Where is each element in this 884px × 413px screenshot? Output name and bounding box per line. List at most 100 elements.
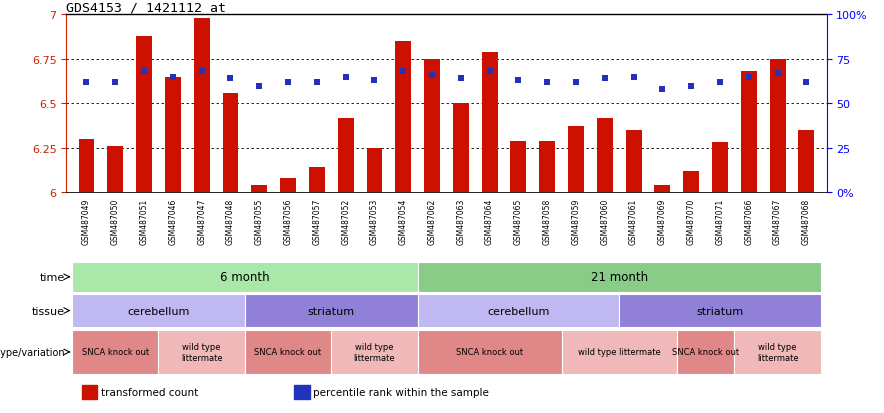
- Text: GSM487058: GSM487058: [543, 198, 552, 244]
- Bar: [194, 19, 210, 193]
- Text: GSM487055: GSM487055: [255, 198, 263, 244]
- Point: [540, 79, 554, 86]
- Point: [339, 74, 353, 81]
- Text: GSM487064: GSM487064: [485, 198, 494, 244]
- Bar: [294, 385, 309, 399]
- Text: GSM487066: GSM487066: [744, 198, 753, 244]
- Text: SNCA knock out: SNCA knock out: [672, 348, 739, 356]
- Text: wild type
littermate: wild type littermate: [757, 342, 798, 362]
- Bar: [482, 52, 498, 193]
- Text: GSM487048: GSM487048: [226, 198, 235, 244]
- Text: GSM487046: GSM487046: [168, 198, 178, 244]
- Point: [627, 74, 641, 81]
- Text: 6 month: 6 month: [220, 271, 270, 284]
- Bar: [107, 147, 123, 193]
- Bar: [280, 179, 296, 193]
- Text: GSM487070: GSM487070: [687, 198, 696, 244]
- Bar: [72, 262, 417, 292]
- Text: GSM487068: GSM487068: [802, 198, 811, 244]
- Point: [453, 76, 468, 83]
- Point: [713, 79, 727, 86]
- Point: [281, 79, 295, 86]
- Bar: [654, 186, 670, 193]
- Text: GSM487051: GSM487051: [140, 198, 149, 244]
- Text: striatum: striatum: [697, 306, 743, 316]
- Text: GSM487069: GSM487069: [658, 198, 667, 244]
- Bar: [597, 118, 613, 193]
- Point: [655, 87, 669, 93]
- Bar: [424, 59, 440, 193]
- Text: 21 month: 21 month: [591, 271, 648, 284]
- Bar: [568, 127, 584, 193]
- Point: [224, 76, 238, 83]
- Bar: [338, 118, 354, 193]
- Text: GSM487050: GSM487050: [110, 198, 119, 244]
- Bar: [741, 72, 757, 193]
- Bar: [332, 330, 417, 374]
- Bar: [367, 148, 383, 193]
- Text: striatum: striatum: [308, 306, 354, 316]
- Bar: [79, 140, 95, 193]
- Bar: [619, 294, 820, 327]
- Bar: [245, 294, 417, 327]
- Text: wild type
littermate: wild type littermate: [354, 342, 395, 362]
- Bar: [72, 330, 158, 374]
- Text: GSM487047: GSM487047: [197, 198, 206, 244]
- Point: [368, 78, 382, 84]
- Bar: [713, 143, 728, 193]
- Point: [425, 72, 439, 79]
- Bar: [770, 59, 786, 193]
- Text: SNCA knock out: SNCA knock out: [456, 348, 523, 356]
- Point: [799, 79, 813, 86]
- Point: [80, 79, 94, 86]
- Text: GSM487054: GSM487054: [399, 198, 408, 244]
- Text: GSM487062: GSM487062: [428, 198, 437, 244]
- Text: percentile rank within the sample: percentile rank within the sample: [314, 387, 489, 397]
- Text: GDS4153 / 1421112_at: GDS4153 / 1421112_at: [66, 1, 226, 14]
- Point: [108, 79, 122, 86]
- Bar: [309, 168, 324, 193]
- Text: wild type littermate: wild type littermate: [578, 348, 660, 356]
- Point: [684, 83, 698, 90]
- Point: [511, 78, 525, 84]
- Text: GSM487060: GSM487060: [600, 198, 609, 244]
- Text: GSM487052: GSM487052: [341, 198, 350, 244]
- Text: tissue: tissue: [32, 306, 65, 316]
- Bar: [165, 77, 180, 193]
- Text: genotype/variation: genotype/variation: [0, 347, 65, 357]
- Text: GSM487061: GSM487061: [629, 198, 638, 244]
- Text: SNCA knock out: SNCA knock out: [255, 348, 322, 356]
- Text: wild type
littermate: wild type littermate: [181, 342, 223, 362]
- Text: GSM487057: GSM487057: [312, 198, 321, 244]
- Point: [742, 74, 756, 81]
- Bar: [626, 131, 642, 193]
- Text: cerebellum: cerebellum: [487, 306, 550, 316]
- Bar: [158, 330, 245, 374]
- Bar: [81, 385, 96, 399]
- Bar: [417, 262, 820, 292]
- Text: transformed count: transformed count: [101, 387, 198, 397]
- Text: GSM487063: GSM487063: [456, 198, 465, 244]
- Point: [771, 71, 785, 77]
- Bar: [510, 141, 526, 193]
- Bar: [417, 294, 619, 327]
- Point: [309, 79, 324, 86]
- Text: GSM487049: GSM487049: [82, 198, 91, 244]
- Point: [483, 69, 497, 76]
- Point: [598, 76, 612, 83]
- Point: [137, 69, 151, 76]
- Text: GSM487056: GSM487056: [284, 198, 293, 244]
- Bar: [561, 330, 677, 374]
- Text: GSM487059: GSM487059: [572, 198, 581, 244]
- Point: [569, 79, 583, 86]
- Bar: [417, 330, 561, 374]
- Bar: [136, 37, 152, 193]
- Point: [252, 83, 266, 90]
- Point: [166, 74, 180, 81]
- Text: cerebellum: cerebellum: [127, 306, 190, 316]
- Bar: [453, 104, 469, 193]
- Bar: [395, 42, 411, 193]
- Point: [396, 69, 410, 76]
- Text: GSM487067: GSM487067: [774, 198, 782, 244]
- Bar: [677, 330, 735, 374]
